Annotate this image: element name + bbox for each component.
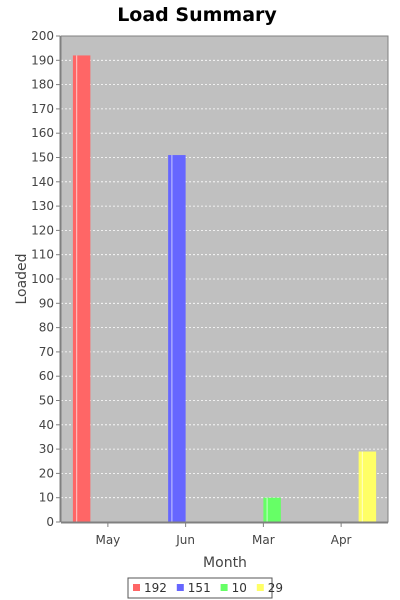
bar [263, 497, 281, 522]
bar-highlight [361, 451, 363, 522]
y-tick-label: 180 [31, 78, 54, 92]
bar [358, 451, 377, 522]
y-tick-label: 90 [39, 296, 54, 310]
y-tick-label: 170 [31, 102, 54, 116]
y-tick-label: 160 [31, 126, 54, 140]
y-tick-label: 50 [39, 394, 54, 408]
legend-box [127, 577, 273, 599]
legend-entry: 192 [144, 581, 167, 595]
y-axis: 0 10 20 30 40 50 60 70 80 90 100 110 120 130 140 150 160… [31, 29, 61, 529]
legend: 192 151 10 29 [127, 577, 283, 599]
bar-highlight [266, 497, 268, 522]
chart-title: Load Summary [117, 4, 277, 26]
y-tick-label: 190 [31, 53, 54, 67]
y-tick-label: 100 [31, 272, 54, 286]
bar [72, 55, 91, 522]
y-tick-label: 120 [31, 223, 54, 237]
y-tick-label: 60 [39, 369, 54, 383]
legend-swatch [256, 584, 264, 591]
legend-swatch [220, 584, 228, 591]
y-tick-label: 40 [39, 418, 54, 432]
y-tick-label: 20 [39, 466, 54, 480]
y-tick-label: 200 [31, 29, 54, 43]
x-tick-label: May [95, 533, 120, 547]
y-tick-label: 0 [46, 515, 54, 529]
x-axis: May Jun Mar Apr [61, 522, 388, 547]
y-tick-label: 110 [31, 248, 54, 262]
plot-border [60, 35, 389, 523]
plot-area [60, 35, 389, 523]
x-tick-label: Jun [175, 533, 195, 547]
legend-entry: 10 [232, 581, 247, 595]
grid-lines [61, 35, 388, 499]
legend-entry: 151 [188, 581, 211, 595]
y-tick-label: 80 [39, 321, 54, 335]
bar-highlight [76, 55, 78, 522]
x-tick-label: Apr [331, 533, 352, 547]
y-tick-label: 150 [31, 151, 54, 165]
y-tick-label: 70 [39, 345, 54, 359]
legend-swatch [176, 584, 184, 591]
y-axis-label: Loaded [14, 253, 30, 304]
y-tick-label: 10 [39, 491, 54, 505]
y-tick-label: 130 [31, 199, 54, 213]
x-tick-label: Mar [252, 533, 275, 547]
bar [168, 155, 186, 522]
bar-highlight [171, 155, 173, 522]
x-axis-label: Month [203, 555, 247, 571]
y-tick-label: 140 [31, 175, 54, 189]
legend-entry: 29 [268, 581, 283, 595]
legend-swatch [133, 584, 140, 591]
y-tick-label: 30 [39, 442, 54, 456]
bars [72, 55, 377, 522]
